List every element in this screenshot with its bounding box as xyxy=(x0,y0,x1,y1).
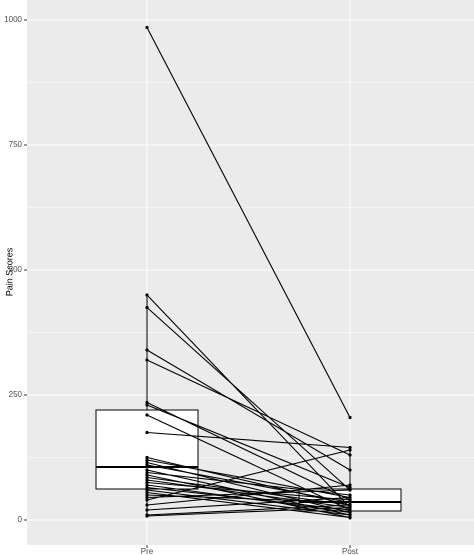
point xyxy=(348,500,352,505)
pair-line xyxy=(146,27,351,418)
pair-line xyxy=(146,404,351,489)
point xyxy=(348,453,352,457)
pair-line xyxy=(146,359,351,456)
x-tick-label: Post xyxy=(342,547,359,555)
pair-line xyxy=(146,414,351,511)
pair-line xyxy=(146,349,351,471)
point xyxy=(145,470,149,475)
point xyxy=(348,493,352,497)
point xyxy=(348,510,352,515)
point xyxy=(145,490,149,495)
pair-line xyxy=(146,489,351,499)
point xyxy=(145,293,149,297)
point xyxy=(145,358,149,362)
point xyxy=(348,468,352,472)
point xyxy=(145,403,149,407)
point xyxy=(145,413,149,417)
point xyxy=(145,463,149,467)
point xyxy=(145,488,149,492)
point xyxy=(145,455,149,460)
point xyxy=(145,478,149,482)
pair-line xyxy=(146,307,351,491)
point xyxy=(145,495,149,500)
pair-line xyxy=(146,504,351,516)
point xyxy=(348,508,352,512)
point xyxy=(145,493,149,497)
pair-line xyxy=(146,431,351,449)
y-axis-label: Pain Scores xyxy=(4,247,14,296)
point xyxy=(145,480,149,485)
point xyxy=(145,498,149,502)
pair-line xyxy=(146,489,351,516)
y-tick-label: 1000 xyxy=(4,15,22,24)
point xyxy=(348,515,352,520)
x-tick-label: Pre xyxy=(141,547,154,555)
pair-line xyxy=(146,496,351,511)
point xyxy=(348,483,352,487)
y-tick-label: 750 xyxy=(9,140,23,149)
point xyxy=(348,498,352,502)
point xyxy=(145,25,149,30)
point xyxy=(348,513,352,517)
y-tick-label: 500 xyxy=(9,265,23,274)
y-tick-label: 250 xyxy=(9,390,23,399)
point xyxy=(348,448,352,452)
point xyxy=(348,445,352,450)
point xyxy=(145,400,149,405)
point xyxy=(348,485,352,490)
point xyxy=(145,305,149,310)
point xyxy=(145,508,149,512)
point xyxy=(145,460,149,465)
point xyxy=(145,483,149,487)
pair-line xyxy=(146,449,351,501)
point xyxy=(348,488,352,492)
point xyxy=(145,348,149,352)
point xyxy=(348,495,352,500)
pair-line xyxy=(146,294,351,508)
pair-line xyxy=(146,484,351,506)
point xyxy=(145,475,149,480)
point xyxy=(145,458,149,462)
point xyxy=(145,485,149,490)
pair-line xyxy=(146,481,351,501)
point xyxy=(348,415,352,420)
point xyxy=(145,468,149,472)
pair-line xyxy=(146,506,351,517)
point xyxy=(348,503,352,507)
point xyxy=(145,430,149,435)
point xyxy=(348,505,352,510)
point xyxy=(145,514,149,518)
y-tick-label: 0 xyxy=(18,515,23,524)
point xyxy=(145,503,149,507)
point xyxy=(145,473,149,477)
